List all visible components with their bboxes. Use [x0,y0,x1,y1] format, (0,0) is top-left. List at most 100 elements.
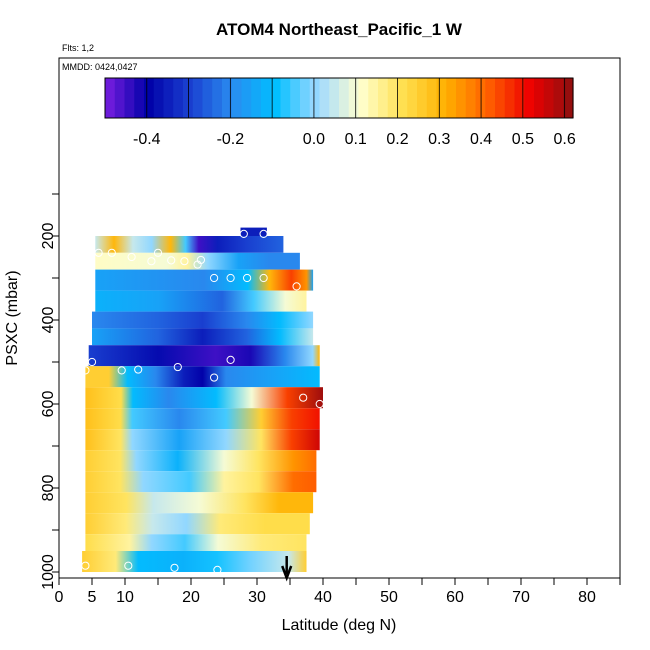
x-tick-label: 0 [55,589,64,606]
colorbar-segment [222,78,233,118]
colorbar-segment [231,78,243,118]
sample-point [153,248,163,257]
sample-point [117,366,126,375]
colorbar-segment [212,78,223,118]
sample-point [167,256,176,265]
x-tick-label: 20 [182,589,200,606]
heatmap-row [85,429,320,451]
sample-point [94,248,103,257]
sample-point [87,357,97,367]
x-tick-label: 5 [88,589,97,606]
colorbar-segment [397,78,408,118]
x-tick-label: 70 [512,589,530,606]
sample-point [81,366,90,375]
colorbar: -0.4 -0.2 0.0 0.1 0.2 0.3 0.4 0.5 0.6 [104,77,576,148]
colorbar-segment [378,78,389,118]
sample-point [315,399,324,409]
sample-point [173,362,182,372]
colorbar-segment [543,78,555,118]
x-axis: 0 5 10 20 30 40 50 60 70 80 [55,578,621,606]
colorbar-segment [407,78,418,118]
colorbar-segment [534,78,545,118]
colorbar-segment [553,78,564,118]
colorbar-segment [456,78,467,118]
sample-point [170,563,179,572]
sample-point [226,273,235,283]
colorbar-segment [192,78,204,118]
sample-point [196,255,205,265]
sample-point [107,248,116,257]
colorbar-tick-label: 0.1 [345,131,367,148]
colorbar-segment [124,78,135,118]
heatmap-row [92,328,314,346]
sample-point [243,273,252,283]
colorbar-segment [280,78,291,118]
colorbar-segment [134,78,145,118]
heatmap-row [85,387,324,409]
heatmap-row [85,366,320,388]
sample-point [239,229,248,238]
x-tick-label: 50 [380,589,398,606]
colorbar-segment [514,78,525,118]
colorbar-tick-label: 0.5 [512,131,534,148]
y-axis-label: PSXC (mbar) [4,270,21,365]
colorbar-segment [251,78,262,118]
colorbar-tick-label: 0.2 [386,131,408,148]
arrow-marker [281,556,293,582]
colorbar-tick-label: 0.0 [303,131,325,148]
colorbar-segment [173,78,184,118]
heatmap-row [95,290,307,312]
colorbar-segment [495,78,506,118]
colorbar-segment [144,78,155,118]
x-tick-label: 10 [116,589,134,606]
colorbar-segment [290,78,301,118]
y-tick-label: 800 [40,475,57,502]
heatmap-row [92,311,314,329]
colorbar-segment [446,78,457,118]
colorbar-segment [339,78,350,118]
sample-point [299,393,308,402]
x-tick-label: 40 [314,589,332,606]
sample-point [210,273,219,283]
heatmap-rows [82,227,324,572]
x-tick-label: 60 [446,589,464,606]
colorbar-segment [241,78,252,118]
heatmap-row [95,236,284,253]
flights-label: Flts: 1,2 [62,43,94,53]
sample-point [124,561,133,570]
colorbar-segment [163,78,174,118]
colorbar-segment [563,78,574,118]
sample-point [127,252,136,262]
dates-label: MMDD: 0424,0427 [62,62,138,72]
sample-point [147,257,156,266]
x-tick-label: 80 [578,589,596,606]
colorbar-segment [319,78,330,118]
chart-title: ATOM4 Northeast_Pacific_1 W [216,20,463,39]
x-tick-label: 30 [248,589,266,606]
sample-point [81,561,90,570]
heatmap-row [82,551,307,572]
colorbar-segment [261,78,272,118]
colorbar-segment [426,78,438,118]
sample-point [210,373,219,382]
colorbar-segment [417,78,428,118]
heatmap-row [85,450,317,472]
x-axis-label: Latitude (deg N) [282,617,397,634]
sample-points [81,229,324,575]
heatmap-row [85,492,314,514]
heatmap-row [85,513,310,535]
colorbar-tick-label: 0.4 [470,131,492,148]
colorbar-segment [358,78,369,118]
colorbar-segment [329,78,340,118]
heatmap-row [85,408,320,430]
y-tick-label: 1000 [40,554,57,590]
y-tick-label: 200 [40,223,57,250]
sample-point [259,229,268,238]
heatmap-row [240,227,267,236]
y-tick-label: 600 [40,391,57,418]
colorbar-segment [368,78,379,118]
colorbar-segment [202,78,213,118]
sample-point [213,565,222,575]
colorbar-segment [465,78,477,118]
